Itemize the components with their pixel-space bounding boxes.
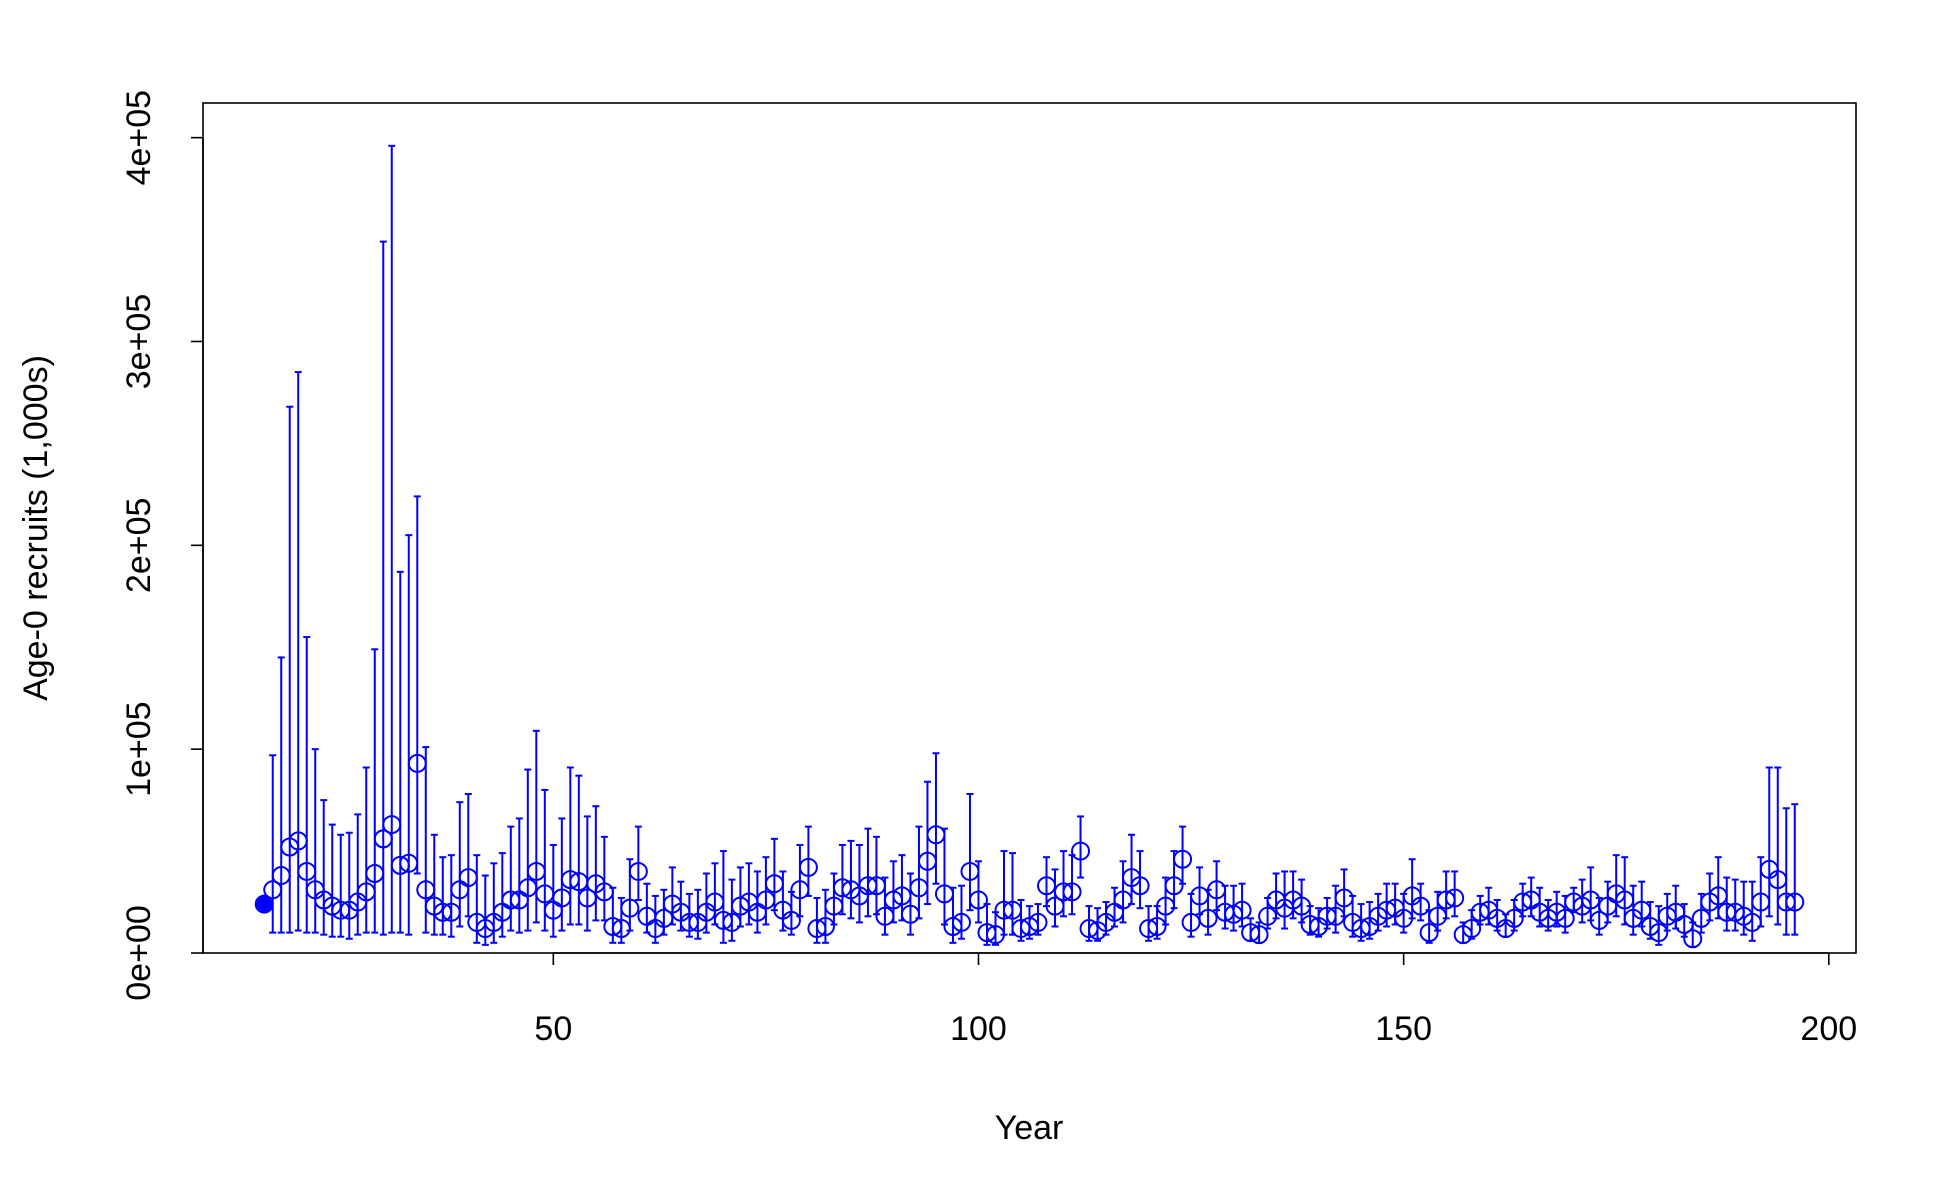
- point: [798, 857, 818, 877]
- point: [968, 890, 988, 910]
- point: [951, 912, 971, 932]
- point: [1147, 917, 1167, 937]
- point: [1691, 908, 1711, 928]
- point: [1785, 892, 1805, 912]
- point: [1632, 900, 1652, 920]
- point: [569, 872, 589, 892]
- point: [620, 898, 640, 918]
- point: [1002, 900, 1022, 920]
- point: [535, 884, 555, 904]
- point: [382, 815, 402, 835]
- point: [1062, 882, 1082, 902]
- point: [824, 896, 844, 916]
- point: [1232, 900, 1252, 920]
- point: [1581, 890, 1601, 910]
- point: [399, 853, 419, 873]
- point: [892, 886, 912, 906]
- plot-box: [202, 102, 1857, 954]
- x-axis-label: Year: [995, 1109, 1064, 1147]
- point: [365, 864, 385, 884]
- y-tick-label: 1e+05: [120, 701, 158, 797]
- point: [1708, 886, 1728, 906]
- point: [1462, 919, 1482, 939]
- point: [1037, 876, 1057, 896]
- point: [441, 902, 461, 922]
- point: [628, 861, 648, 881]
- point: [1130, 876, 1150, 896]
- y-tick-label: 2e+05: [120, 498, 158, 594]
- y-tick-label: 4e+05: [120, 90, 158, 186]
- point: [1071, 841, 1091, 861]
- point: [960, 861, 980, 881]
- point: [815, 917, 835, 937]
- point: [1207, 880, 1227, 900]
- point: [271, 866, 291, 886]
- point: [1751, 892, 1771, 912]
- point: [552, 888, 572, 908]
- point: [611, 919, 631, 939]
- point: [1258, 906, 1278, 926]
- point: [1164, 876, 1184, 896]
- point: [416, 880, 436, 900]
- point: [1615, 890, 1635, 910]
- point: [781, 910, 801, 930]
- point: [1504, 908, 1524, 928]
- point: [526, 861, 546, 881]
- point: [594, 882, 614, 902]
- point: [1428, 906, 1448, 926]
- x-tick-label: 150: [1375, 1010, 1432, 1048]
- point: [1113, 890, 1133, 910]
- point: [1445, 888, 1465, 908]
- point: [909, 878, 929, 898]
- initial-point: [254, 894, 274, 914]
- y-tick-label: 3e+05: [120, 294, 158, 390]
- point: [1649, 923, 1669, 943]
- point: [1173, 849, 1193, 869]
- point: [900, 904, 920, 924]
- point: [1156, 896, 1176, 916]
- x-tick-label: 200: [1800, 1010, 1857, 1048]
- point: [1028, 912, 1048, 932]
- point: [356, 882, 376, 902]
- point: [1411, 896, 1431, 916]
- point: [866, 876, 886, 896]
- point: [1768, 870, 1788, 890]
- point: [407, 753, 427, 773]
- point: [1249, 925, 1269, 945]
- x-tick-label: 50: [534, 1010, 572, 1048]
- point: [1419, 923, 1439, 943]
- y-tick-label: 0e+00: [120, 905, 158, 1001]
- point: [518, 878, 538, 898]
- point: [297, 861, 317, 881]
- point: [288, 831, 308, 851]
- point: [1198, 908, 1218, 928]
- point: [1555, 908, 1575, 928]
- point: [1181, 912, 1201, 932]
- point: [1742, 912, 1762, 932]
- point: [722, 912, 742, 932]
- point: [1334, 888, 1354, 908]
- point: [756, 890, 776, 910]
- x-tick-label: 100: [950, 1010, 1007, 1048]
- point: [1683, 929, 1703, 949]
- point: [917, 851, 937, 871]
- point: [764, 874, 784, 894]
- point: [458, 868, 478, 888]
- y-axis-label: Age-0 recruits (1,000s): [17, 355, 55, 701]
- point: [705, 892, 725, 912]
